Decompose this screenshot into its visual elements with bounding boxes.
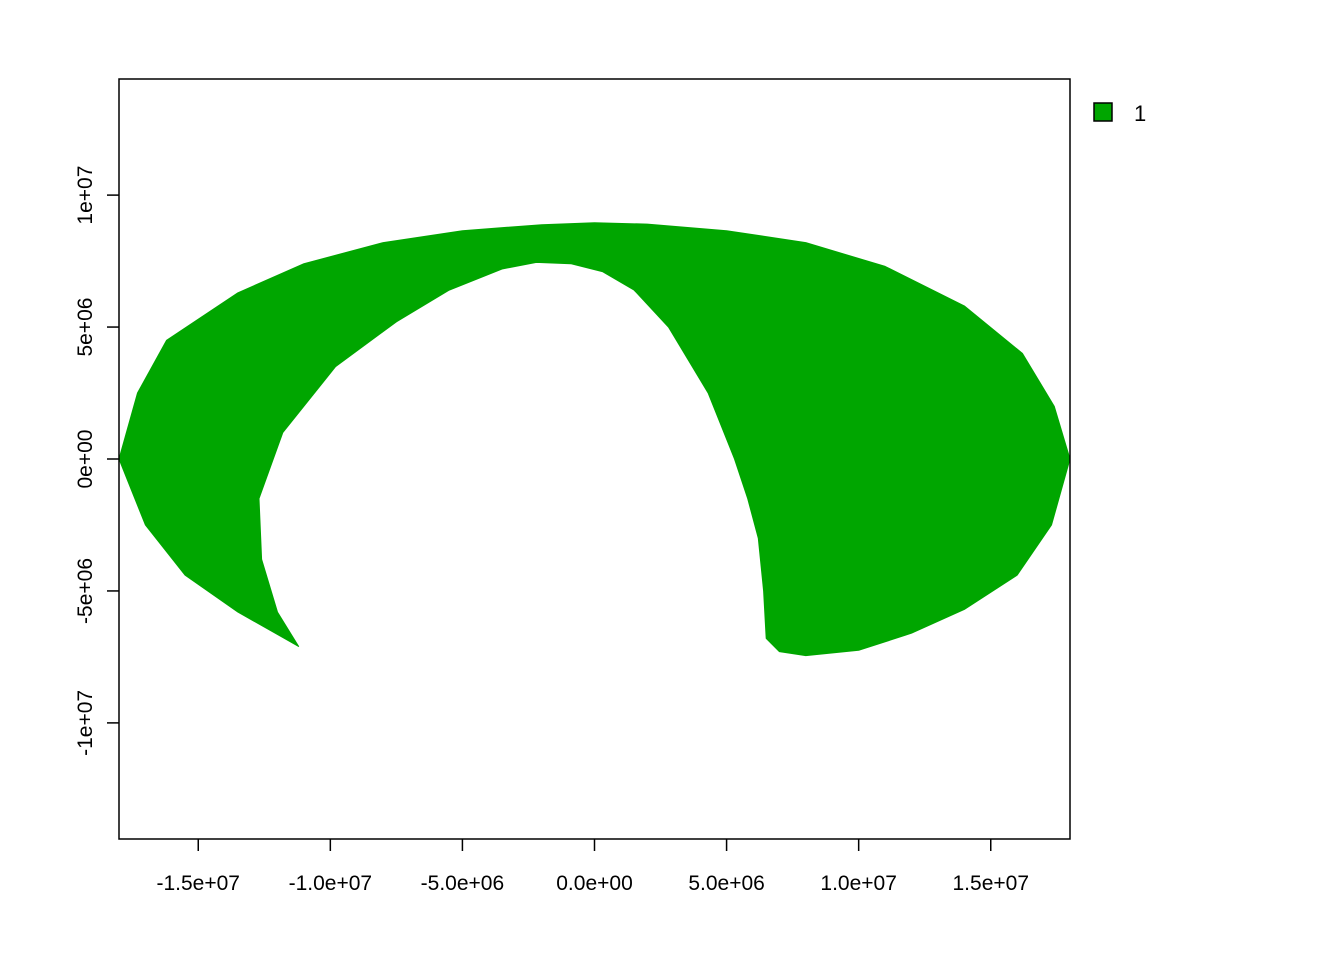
x-tick-label: -5.0e+06 [421,872,505,895]
x-tick-label: -1.0e+07 [289,872,373,895]
x-tick-label: 5.0e+06 [688,872,765,895]
y-axis: -1e+07 -5e+06 0e+00 5e+06 1e+07 [74,166,119,756]
legend: 1 [1093,101,1146,126]
y-tick-label: -5e+06 [74,558,97,624]
x-axis: -1.5e+07 -1.0e+07 -5.0e+06 0.0e+00 5.0e+06 1.… [157,839,1030,895]
x-tick-label: -1.5e+07 [157,872,241,895]
y-tick-label: -1e+07 [74,690,97,756]
legend-label: 1 [1134,101,1146,126]
x-tick-label: 0.0e+00 [556,872,633,895]
x-tick-label: 1.5e+07 [953,872,1030,895]
y-tick-label: 1e+07 [74,166,97,225]
legend-swatch [1093,102,1113,122]
raster-region-1 [118,222,1071,657]
y-tick-label: 5e+06 [74,298,97,357]
y-tick-label: 0e+00 [74,430,97,489]
plot-area [118,222,1071,657]
x-tick-label: 1.0e+07 [820,872,897,895]
